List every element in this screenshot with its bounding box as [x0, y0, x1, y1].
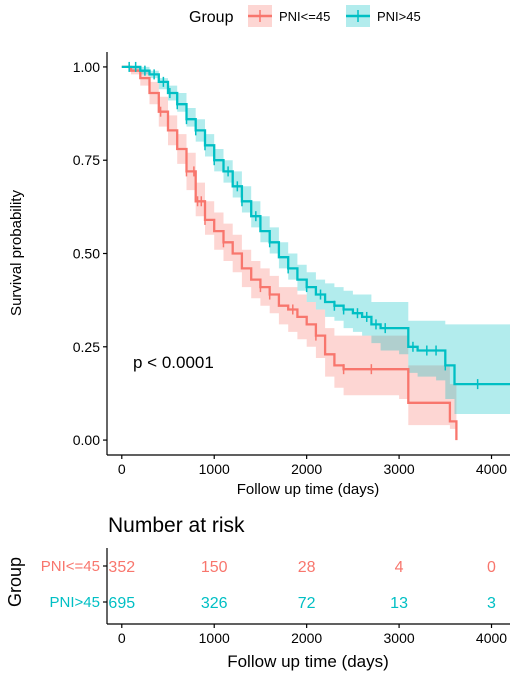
risk-table-title: Number at risk: [108, 514, 245, 537]
x-tick-label: 4000: [476, 461, 507, 477]
km-axes: 0.00 0.25 0.50 0.75 1.00 0 1000 2000 3000 4000: [73, 52, 510, 477]
survival-line-high: [121, 65, 510, 386]
legend-title: Group: [189, 9, 234, 26]
risk-y-axis-title: Group: [5, 557, 25, 607]
risk-x-tick-label: 4000: [476, 630, 507, 646]
risk-cell-high: 72: [298, 595, 316, 612]
risk-cell-high: 3: [487, 595, 496, 612]
risk-cell-low: 28: [298, 559, 316, 576]
ci-band-low: [121, 66, 457, 429]
p-value-label: p < 0.0001: [133, 353, 214, 372]
legend-label-high: PNI>45: [377, 9, 421, 24]
risk-row-label-high: PNI>45: [50, 594, 100, 611]
legend-key-high: [346, 5, 370, 27]
risk-x-tick-label: 2000: [291, 630, 322, 646]
x-tick-label: 0: [118, 461, 126, 477]
risk-x-axis-title: Follow up time (days): [227, 652, 389, 671]
risk-table-cells: 352 150 28 4 0 695 326 72 13 3: [108, 559, 496, 612]
risk-x-tick-label: 1000: [199, 630, 230, 646]
x-tick-label: 2000: [291, 461, 322, 477]
legend-label-low: PNI<=45: [279, 9, 330, 24]
risk-x-tick-label: 0: [118, 630, 126, 646]
legend-key-low: [248, 5, 272, 27]
risk-cell-low: 150: [201, 559, 228, 576]
y-tick-label: 0.25: [73, 339, 100, 355]
x-tick-label: 3000: [384, 461, 415, 477]
y-tick-label: 0.50: [73, 246, 100, 262]
risk-table: Number at risk 352 150 28 4 0 695 326 72 13 3 PNI…: [5, 514, 510, 671]
risk-cell-high: 695: [108, 595, 135, 612]
x-tick-label: 1000: [199, 461, 230, 477]
risk-cell-low: 352: [108, 559, 135, 576]
km-plot: 0.00 0.25 0.50 0.75 1.00 0 1000 2000 3000 4000 p …: [8, 52, 511, 498]
risk-cell-high: 326: [201, 595, 228, 612]
risk-cell-high: 13: [390, 595, 408, 612]
risk-cell-low: 4: [395, 559, 404, 576]
y-tick-label: 0.75: [73, 152, 100, 168]
risk-cell-low: 0: [487, 559, 496, 576]
y-tick-label: 1.00: [73, 59, 100, 75]
y-axis-title: Survival probability: [8, 190, 25, 316]
x-axis-title: Follow up time (days): [237, 481, 380, 498]
ci-band-high: [121, 66, 511, 415]
risk-x-tick-label: 3000: [384, 630, 415, 646]
risk-table-axes: PNI<=45 PNI>45 0 1000 2000 3000 4000: [41, 548, 510, 646]
censor-marks: [128, 61, 479, 390]
confidence-bands: [121, 66, 511, 429]
legend: Group PNI<=45 PNI>45: [189, 5, 421, 27]
y-tick-label: 0.00: [73, 432, 100, 448]
risk-row-label-low: PNI<=45: [41, 558, 100, 575]
